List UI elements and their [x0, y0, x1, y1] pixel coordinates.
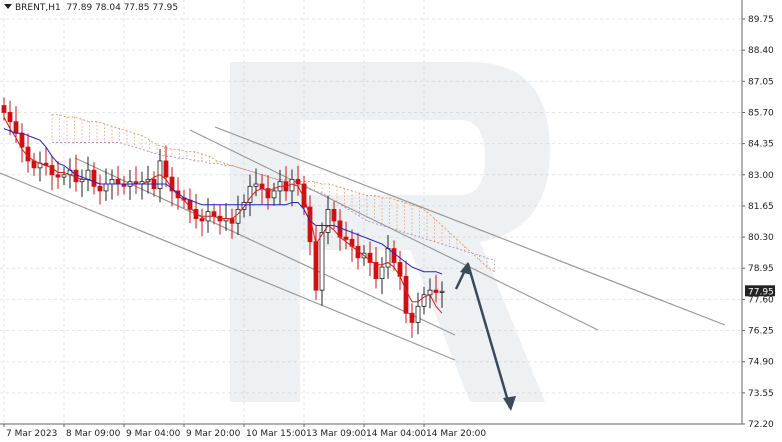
- symbol-label: BRENT,H1: [15, 3, 61, 13]
- y-tick-label: 77.60: [748, 295, 774, 305]
- kijun-sen-line: [3, 128, 443, 275]
- candle-body: [313, 241, 319, 291]
- candle-body: [367, 252, 373, 263]
- trendline: [74, 157, 456, 336]
- ichimoku-lines: [3, 116, 443, 314]
- candle-body: [325, 208, 331, 233]
- ichimoku-cloud: [51, 114, 495, 273]
- y-tick-label: 89.75: [748, 15, 774, 25]
- y-tick-label: 74.90: [748, 358, 774, 368]
- candle-body: [169, 176, 175, 192]
- senkou-a-line: [52, 114, 495, 273]
- candle-body: [259, 183, 265, 190]
- y-tick-label: 87.05: [748, 77, 774, 87]
- candle-body: [289, 178, 295, 192]
- x-tick-label: 9 Mar 04:00: [126, 429, 181, 439]
- candle-body: [211, 211, 217, 217]
- candle-body: [265, 188, 271, 199]
- x-tick-label: 9 Mar 20:00: [186, 429, 241, 439]
- y-tick-label: 76.25: [748, 327, 774, 337]
- candle-body: [403, 275, 409, 314]
- candle-body: [391, 248, 397, 263]
- x-tick-label: 10 Mar 15:00: [246, 429, 306, 439]
- forecast-arrowhead-down: [503, 396, 516, 411]
- candle-body: [253, 183, 259, 187]
- candle-body: [103, 183, 109, 192]
- candle-body: [247, 185, 253, 203]
- ohlc-values: 77.89 78.04 77.85 77.95: [66, 3, 179, 13]
- x-tick-label: 8 Mar 09:00: [66, 429, 121, 439]
- candle-body: [61, 174, 67, 178]
- x-tick-label: 14 Mar 04:00: [366, 429, 426, 439]
- x-tick-label: 7 Mar 2023: [6, 429, 57, 439]
- x-axis: 7 Mar 2023 8 Mar 09:00 9 Mar 04:00 9 Mar 20…: [0, 423, 742, 439]
- candle-body: [385, 248, 391, 268]
- candle-body: [13, 121, 19, 134]
- y-tick-label: 88.40: [748, 46, 774, 56]
- candle-body: [55, 174, 61, 178]
- y-axis: 89.75 88.40 87.05 85.70 84.35 83.00 81.65 80.30…: [741, 0, 774, 430]
- candle-body: [7, 112, 13, 123]
- x-tick-label: 14 Mar 20:00: [426, 429, 486, 439]
- trendline: [214, 126, 726, 326]
- trendlines: [0, 126, 726, 361]
- forecast-arrowhead-up: [460, 262, 472, 275]
- y-tick-label: 84.35: [748, 140, 774, 150]
- candle-body: [301, 183, 307, 208]
- candle-body: [163, 160, 169, 178]
- candle-body: [115, 178, 121, 185]
- y-tick-label: 78.95: [748, 264, 774, 274]
- y-tick-label: 73.55: [748, 389, 774, 399]
- current-price-badge: 77.95: [745, 285, 775, 297]
- current-price-label: 77.95: [748, 287, 774, 297]
- trendline: [189, 129, 599, 331]
- candle-body: [409, 312, 415, 323]
- dropdown-triangle-icon[interactable]: [4, 4, 12, 9]
- y-tick-label: 72.20: [748, 420, 774, 430]
- candle-body: [199, 218, 205, 222]
- candle-body: [343, 236, 349, 240]
- candle-body: [427, 289, 433, 296]
- candle-body: [295, 178, 301, 185]
- candle-body: [85, 169, 91, 180]
- y-tick-label: 81.65: [748, 202, 774, 212]
- y-tick-label: 85.70: [748, 108, 774, 118]
- candle-body: [373, 262, 379, 280]
- candle-body: [421, 294, 427, 307]
- candle-body: [337, 220, 343, 238]
- x-tick-label: 13 Mar 09:00: [306, 429, 366, 439]
- tenkan-sen-line: [3, 116, 443, 314]
- trendline: [0, 172, 456, 361]
- y-tick-label: 80.30: [748, 233, 774, 243]
- candle-body: [319, 232, 325, 291]
- watermark-logo: [230, 62, 550, 402]
- candle-body: [235, 208, 241, 224]
- candles: [1, 97, 445, 338]
- chart-header: BRENT,H1 77.89 78.04 77.85 77.95: [4, 3, 178, 13]
- current-price-badge-bg: [745, 285, 775, 297]
- candle-body: [439, 290, 445, 293]
- candle-body: [49, 165, 55, 176]
- y-tick-label: 83.00: [748, 171, 774, 181]
- candle-body: [19, 132, 25, 148]
- candle-body: [109, 178, 115, 185]
- candle-body: [73, 169, 79, 183]
- candle-body: [229, 218, 235, 224]
- candle-body: [271, 190, 277, 199]
- candle-body: [331, 208, 337, 222]
- candle-body: [97, 185, 103, 192]
- candle-body: [1, 105, 7, 113]
- candle-body: [91, 169, 97, 187]
- candle-body: [379, 266, 385, 280]
- forecast-arrows: [454, 262, 516, 411]
- candle-body: [415, 305, 421, 323]
- candle-body: [433, 289, 439, 293]
- candle-body: [241, 202, 247, 210]
